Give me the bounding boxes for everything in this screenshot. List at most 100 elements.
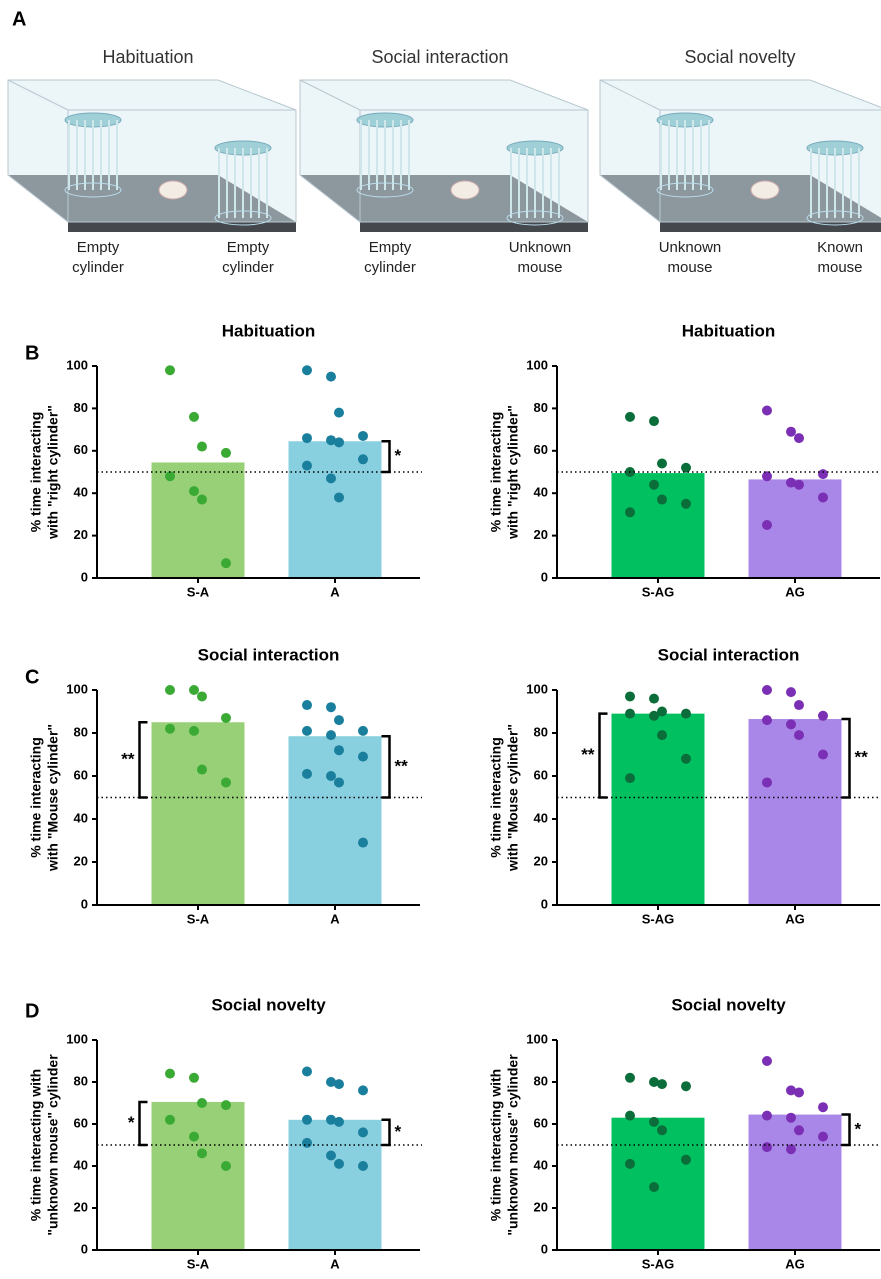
x-tick-label: S-AG bbox=[642, 911, 675, 926]
data-point bbox=[794, 1087, 804, 1098]
data-point bbox=[334, 1158, 344, 1169]
data-point bbox=[197, 494, 207, 505]
data-point bbox=[786, 719, 796, 730]
data-point bbox=[649, 479, 659, 490]
data-point bbox=[165, 1068, 175, 1079]
panel-label: C bbox=[25, 666, 39, 688]
bar bbox=[611, 713, 705, 905]
data-point bbox=[334, 1079, 344, 1090]
data-point bbox=[302, 725, 312, 736]
significance-label: ** bbox=[121, 749, 135, 768]
data-point bbox=[221, 558, 231, 569]
data-point bbox=[302, 1114, 312, 1125]
data-point bbox=[334, 777, 344, 788]
x-tick-label: A bbox=[330, 584, 340, 599]
y-tick-label: 100 bbox=[526, 1031, 548, 1046]
data-point bbox=[625, 708, 635, 719]
data-point bbox=[762, 1110, 772, 1121]
data-point bbox=[762, 471, 772, 482]
data-point bbox=[794, 433, 804, 444]
y-tick-label: 0 bbox=[81, 1241, 88, 1256]
y-axis-label: % time interacting bbox=[488, 412, 504, 533]
scene-title: Social novelty bbox=[684, 47, 795, 67]
x-tick-label: AG bbox=[785, 1256, 805, 1271]
data-point bbox=[681, 498, 691, 509]
data-point bbox=[818, 1102, 828, 1113]
data-point bbox=[818, 710, 828, 721]
significance-bracket bbox=[841, 1113, 851, 1147]
cylinder-base bbox=[506, 210, 564, 226]
y-axis-label: "unknown mouse" cylinder bbox=[45, 1054, 61, 1236]
panel-label: A bbox=[12, 8, 26, 30]
data-point bbox=[221, 712, 231, 723]
y-tick-label: 80 bbox=[74, 1073, 88, 1088]
data-point bbox=[189, 486, 199, 497]
arena-floor bbox=[8, 175, 296, 222]
data-point bbox=[189, 1072, 199, 1083]
y-axis-label: % time interacting with bbox=[28, 1069, 44, 1221]
significance-bracket bbox=[841, 717, 851, 799]
glass-edge bbox=[599, 79, 661, 111]
data-point bbox=[326, 1150, 336, 1161]
y-tick-label: 80 bbox=[74, 400, 88, 415]
y-tick-label: 0 bbox=[81, 569, 88, 584]
data-point bbox=[326, 371, 336, 382]
data-point bbox=[625, 507, 635, 518]
data-point bbox=[762, 777, 772, 788]
y-axis-label: with "right cylinder" bbox=[45, 405, 61, 540]
data-point bbox=[649, 1182, 659, 1192]
bar bbox=[748, 719, 842, 905]
y-tick-label: 60 bbox=[74, 442, 88, 457]
cylinder-base bbox=[356, 182, 414, 198]
glass-edge bbox=[7, 79, 69, 111]
bar bbox=[611, 1117, 705, 1250]
cylinder-base bbox=[214, 210, 272, 226]
cage-label: Empty bbox=[227, 239, 270, 256]
cage-label: Unknown bbox=[509, 239, 572, 256]
data-point bbox=[649, 1077, 659, 1087]
y-tick-label: 40 bbox=[74, 1157, 88, 1172]
data-point bbox=[794, 479, 804, 490]
y-tick-label: 0 bbox=[81, 896, 88, 911]
data-point bbox=[681, 1154, 691, 1165]
bar bbox=[151, 1101, 245, 1250]
significance-label: * bbox=[395, 1122, 402, 1141]
cage-label: mouse bbox=[667, 259, 712, 276]
data-point bbox=[302, 365, 312, 376]
data-point bbox=[762, 520, 772, 530]
data-point bbox=[221, 447, 231, 458]
data-point bbox=[818, 492, 828, 503]
data-point bbox=[334, 715, 344, 726]
data-point bbox=[326, 771, 336, 781]
cage-label: cylinder bbox=[364, 259, 416, 276]
chart-title: Social interaction bbox=[658, 645, 800, 664]
significance-label: ** bbox=[581, 745, 595, 764]
data-point bbox=[681, 1081, 691, 1092]
data-point bbox=[334, 437, 344, 448]
data-point bbox=[189, 685, 199, 695]
data-point bbox=[326, 1077, 336, 1087]
data-point bbox=[358, 1127, 368, 1138]
bar bbox=[611, 473, 705, 578]
cage-label: cylinder bbox=[72, 259, 124, 276]
data-point bbox=[358, 725, 368, 736]
data-point bbox=[681, 753, 691, 764]
y-tick-label: 60 bbox=[74, 1115, 88, 1130]
y-tick-label: 20 bbox=[74, 853, 88, 868]
data-point bbox=[762, 405, 772, 416]
significance-bracket bbox=[138, 721, 148, 799]
y-tick-label: 60 bbox=[534, 1115, 548, 1130]
x-tick-label: A bbox=[330, 911, 340, 926]
significance-label: * bbox=[128, 1113, 135, 1132]
data-point bbox=[794, 730, 804, 741]
data-point bbox=[165, 471, 175, 482]
panel-label: D bbox=[25, 1000, 39, 1022]
x-tick-label: S-AG bbox=[642, 1256, 675, 1271]
chart-title: Social novelty bbox=[211, 995, 326, 1014]
y-tick-label: 20 bbox=[534, 527, 548, 542]
data-point bbox=[762, 715, 772, 726]
data-point bbox=[197, 441, 207, 452]
y-tick-label: 20 bbox=[534, 1199, 548, 1214]
y-axis-label: % time interacting bbox=[28, 737, 44, 858]
